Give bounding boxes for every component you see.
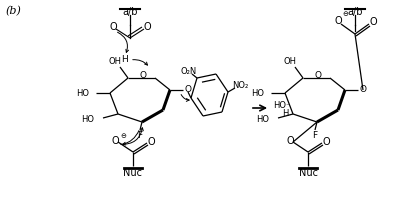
Text: OH: OH <box>108 58 122 67</box>
Text: Nuc: Nuc <box>298 168 318 178</box>
Text: O: O <box>286 136 294 146</box>
Text: NO₂: NO₂ <box>232 82 248 91</box>
Text: O: O <box>360 85 366 94</box>
Text: ⊖: ⊖ <box>120 133 126 139</box>
Text: F: F <box>138 131 142 140</box>
Text: (b): (b) <box>5 6 21 16</box>
Text: O: O <box>143 22 151 32</box>
FancyArrowPatch shape <box>118 32 128 52</box>
Text: a/b: a/b <box>122 7 138 17</box>
Text: O: O <box>109 22 117 32</box>
Text: HO: HO <box>76 89 90 98</box>
Text: H: H <box>282 109 288 118</box>
Text: a/b: a/b <box>347 7 363 17</box>
Text: O: O <box>334 16 342 26</box>
Text: O: O <box>184 85 192 94</box>
Text: O: O <box>111 136 119 146</box>
Text: OH: OH <box>284 58 296 67</box>
Text: HO: HO <box>82 115 94 124</box>
Text: H: H <box>122 55 128 64</box>
Text: O: O <box>369 17 377 27</box>
FancyArrowPatch shape <box>181 94 189 101</box>
Text: HO: HO <box>252 89 264 98</box>
FancyArrowPatch shape <box>121 128 143 144</box>
Text: F: F <box>312 131 318 140</box>
Text: O₂N: O₂N <box>181 68 197 76</box>
FancyArrowPatch shape <box>123 131 139 145</box>
Text: O: O <box>314 71 322 80</box>
Text: O: O <box>147 137 155 147</box>
Text: ⊖: ⊖ <box>342 11 348 17</box>
FancyArrowPatch shape <box>133 60 148 65</box>
Text: O: O <box>322 137 330 147</box>
Text: O: O <box>140 71 146 80</box>
Text: HO: HO <box>256 115 270 124</box>
Text: HO⁻: HO⁻ <box>273 101 291 110</box>
Text: Nuc: Nuc <box>124 168 142 178</box>
